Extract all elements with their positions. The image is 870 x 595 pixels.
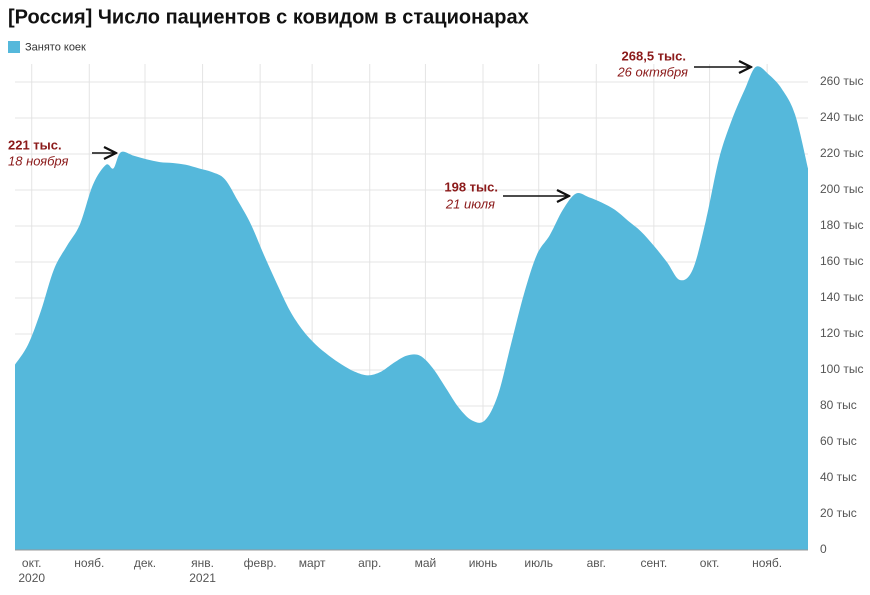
y-tick-label: 180 тыс: [820, 218, 863, 232]
x-tick-label-line: 2021: [189, 571, 216, 585]
annotation-date: 18 ноября: [8, 153, 69, 168]
annotation-date: 21 июля: [445, 196, 495, 211]
area: [15, 66, 808, 550]
y-tick-label: 140 тыс: [820, 290, 863, 304]
x-tick-label: нояб.: [752, 556, 782, 570]
y-tick-label: 60 тыс: [820, 434, 857, 448]
annotation-date: 26 октября: [616, 64, 688, 79]
annotation-value: 221 тыс.: [8, 137, 62, 152]
x-tick-label: март: [299, 556, 326, 570]
y-tick-label: 240 тыс: [820, 110, 863, 124]
x-tick-label: авг.: [587, 556, 606, 570]
y-tick-label: 0: [820, 542, 827, 556]
x-tick-label: окт.: [700, 556, 720, 570]
x-tick-label-line: окт.: [22, 556, 42, 570]
x-tick-label-line: янв.: [191, 556, 214, 570]
y-tick-label: 100 тыс: [820, 362, 863, 376]
legend-label: Занято коек: [25, 41, 86, 53]
annotation-value: 198 тыс.: [444, 179, 498, 194]
chart-title: [Россия] Число пациентов с ковидом в ста…: [8, 6, 529, 28]
y-tick-label: 260 тыс: [820, 74, 863, 88]
legend-swatch: [8, 41, 20, 53]
x-tick-label: сент.: [640, 556, 667, 570]
x-tick-label: нояб.: [74, 556, 104, 570]
x-tick-label: февр.: [244, 556, 277, 570]
y-tick-label: 20 тыс: [820, 506, 857, 520]
x-tick-label-line: 2020: [18, 571, 45, 585]
y-tick-label: 160 тыс: [820, 254, 863, 268]
y-tick-label: 80 тыс: [820, 398, 857, 412]
y-tick-label: 40 тыс: [820, 470, 857, 484]
y-tick-label: 120 тыс: [820, 326, 863, 340]
y-tick-label: 200 тыс: [820, 182, 863, 196]
x-tick-label: июль: [524, 556, 553, 570]
x-tick-label: янв. 2021: [189, 556, 216, 585]
y-tick-label: 220 тыс: [820, 146, 863, 160]
x-tick-label: июнь: [469, 556, 498, 570]
x-tick-label: апр.: [358, 556, 381, 570]
annotation-value: 268,5 тыс.: [622, 48, 686, 63]
x-tick-label: май: [415, 556, 437, 570]
x-tick-label: дек.: [134, 556, 156, 570]
x-tick-label: окт. 2020: [18, 556, 45, 585]
